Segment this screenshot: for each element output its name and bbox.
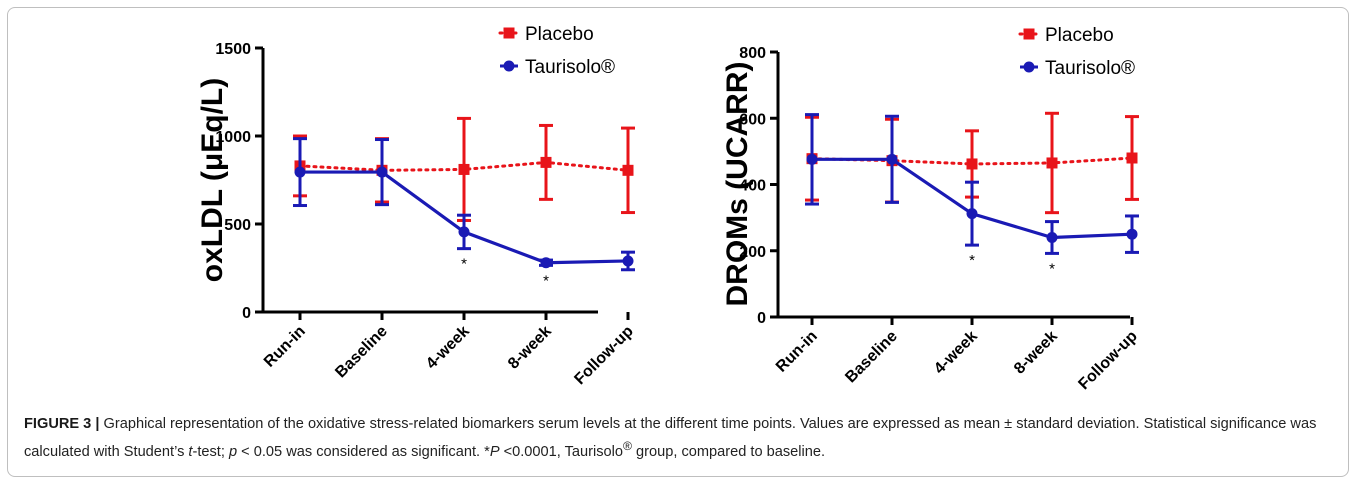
significance-asterisk: *	[969, 252, 975, 269]
caption-text-5: group, compared to baseline.	[631, 443, 826, 460]
significance-asterisk: *	[1049, 260, 1055, 277]
significance-asterisk: *	[543, 272, 549, 289]
chart-droms: 0 200 400 600 800 Run-in Baseline 4-week 8-week F…	[721, 25, 1141, 393]
y-tick-label: 600	[739, 111, 766, 128]
chart-oxldl: 0 500 1000 1500 Run-in Baseline 4-week 8-week Fo…	[196, 24, 637, 388]
legend-item-taurisolo: Taurisolo®	[1020, 58, 1135, 79]
x-tick-label: Follow-up	[571, 323, 637, 389]
data-point	[1126, 228, 1138, 240]
data-point	[294, 166, 306, 178]
x-tick-label: Baseline	[842, 328, 901, 387]
caption-registered-sup: ®	[623, 439, 632, 453]
data-point	[458, 226, 470, 238]
caption-text-3: < 0.05 was considered as significant. *	[237, 443, 490, 460]
x-tick-label: Run-in	[773, 328, 821, 376]
caption-text-2: -test;	[192, 443, 229, 460]
x-tick-label: 8-week	[505, 323, 555, 373]
legend-marker	[1023, 28, 1035, 40]
legend-marker	[503, 60, 515, 72]
legend-label: Placebo	[525, 24, 594, 45]
caption-t-italic: t	[188, 443, 193, 460]
legend-label: Placebo	[1045, 25, 1114, 46]
data-point	[540, 156, 552, 168]
data-point	[966, 208, 978, 220]
data-point	[458, 163, 470, 175]
data-point	[376, 166, 388, 178]
legend-label: Taurisolo®	[525, 57, 615, 78]
significance-asterisk: *	[461, 256, 467, 273]
x-tick-label: 4-week	[423, 323, 473, 373]
legend-label: Taurisolo®	[1045, 58, 1135, 79]
data-point	[622, 255, 634, 267]
y-axis-label: DROMs (UCARR)	[721, 62, 754, 307]
caption-text-1: Graphical representation of the oxidativ…	[24, 416, 1317, 460]
y-tick-label: 200	[739, 244, 766, 261]
legend-item-placebo: Placebo	[1018, 25, 1114, 46]
x-tick-label: Follow-up	[1075, 328, 1141, 394]
data-point	[1126, 152, 1138, 164]
caption-P-italic: P	[489, 443, 500, 460]
y-tick-label: 0	[757, 310, 766, 327]
data-point	[806, 153, 818, 165]
y-axis-label: oxLDL (μEq/L)	[196, 78, 229, 282]
series-taurisolo	[805, 113, 1139, 255]
caption-p-italic: p	[228, 443, 238, 460]
legend-item-placebo: Placebo	[498, 24, 594, 45]
legend-item-taurisolo: Taurisolo®	[500, 57, 615, 78]
y-tick-label: 1500	[215, 41, 251, 58]
figure-charts: 0 500 1000 1500 Run-in Baseline 4-week 8-week Fo…	[196, 24, 1141, 393]
y-tick-label: 1000	[215, 129, 251, 146]
data-point	[1046, 232, 1058, 243]
x-tick-label: Baseline	[332, 323, 391, 382]
series-taurisolo	[293, 137, 635, 272]
legend-marker	[503, 27, 515, 39]
y-tick-label: 500	[224, 217, 251, 234]
series-placebo	[293, 116, 635, 222]
figure-frame	[7, 7, 1349, 477]
figure-caption: FIGURE 3 | Graphical representation of t…	[24, 413, 1334, 463]
data-point	[966, 158, 978, 170]
caption-figure-label: FIGURE 3 |	[24, 416, 100, 432]
data-point	[1046, 157, 1058, 169]
x-tick-label: 4-week	[931, 328, 981, 378]
data-point	[540, 257, 552, 269]
y-tick-label: 0	[242, 305, 251, 322]
y-tick-label: 400	[739, 178, 766, 195]
data-point	[886, 153, 898, 165]
x-tick-label: 8-week	[1011, 328, 1061, 378]
data-point	[622, 164, 634, 176]
x-tick-label: Run-in	[261, 323, 309, 371]
caption-text-4: <0.0001, Taurisolo	[499, 443, 624, 460]
legend-marker	[1023, 61, 1035, 73]
y-tick-label: 800	[739, 45, 766, 62]
